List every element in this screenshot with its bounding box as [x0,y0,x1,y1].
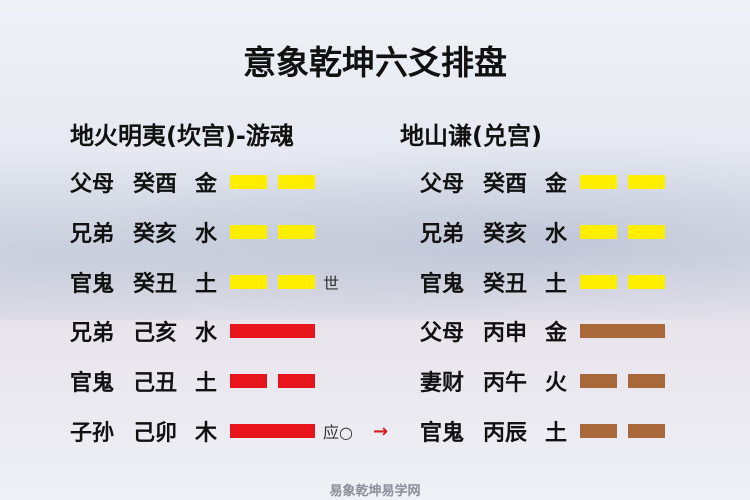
six-relation: 官鬼 [420,421,465,446]
shi-ying-marker: 应○ [323,423,353,442]
ganzhi: 己卯 [133,421,178,446]
yin-line-segment [230,275,267,289]
yin-line-segment [628,424,665,438]
left-hexagram-heading: 地火明夷(坎宫)-游魂 [70,122,294,150]
yao-row: 官鬼 丙辰土 [420,416,750,446]
five-element: 土 [545,272,568,297]
yin-line-segment [580,275,617,289]
yao-row: 官鬼 己丑土 [70,366,400,396]
yao-row: 父母 癸酉金 [420,167,750,197]
five-element: 水 [195,222,218,247]
yin-line-segment [580,225,617,239]
yang-line-segment [230,324,315,338]
six-relation: 父母 [420,321,465,346]
yin-line-segment [628,374,665,388]
yao-row: 子孙 己卯木 应○ → [70,416,400,447]
six-relation: 妻财 [420,371,465,396]
six-relation: 兄弟 [70,222,115,247]
five-element: 土 [545,421,568,446]
yao-row: 父母 丙申金 [420,316,750,346]
ganzhi: 己丑 [133,371,178,396]
ganzhi: 癸亥 [133,222,178,247]
six-relation: 兄弟 [70,321,115,346]
yin-line-segment [580,374,617,388]
yin-line-segment [230,175,267,189]
yin-line-segment [278,374,315,388]
six-relation: 官鬼 [70,371,115,396]
ganzhi: 癸丑 [483,272,528,297]
yin-line-segment [230,374,267,388]
background-landscape [0,120,750,320]
yao-row: 兄弟 癸亥水 [420,217,750,247]
yin-line-segment [628,225,665,239]
right-hexagram-heading: 地山谦(兑宫) [400,122,542,150]
five-element: 土 [195,272,218,297]
six-relation: 兄弟 [420,222,465,247]
yin-line-segment [278,225,315,239]
yao-row: 兄弟 己亥水 [70,316,400,346]
ganzhi: 癸酉 [483,172,528,197]
six-relation: 官鬼 [70,272,115,297]
five-element: 金 [195,172,218,197]
yao-row: 父母 癸酉金 [70,167,400,197]
five-element: 木 [195,421,218,446]
yin-line-segment [230,225,267,239]
yao-row: 官鬼 癸丑土 世 [70,267,400,297]
ganzhi: 丙申 [483,321,528,346]
yang-line-segment [230,424,315,438]
ganzhi: 癸丑 [133,272,178,297]
yin-line-segment [628,175,665,189]
five-element: 水 [545,222,568,247]
ganzhi: 丙午 [483,371,528,396]
yao-row: 官鬼 癸丑土 [420,267,750,297]
yin-line-segment [628,275,665,289]
five-element: 金 [545,172,568,197]
watermark: 易象乾坤易学网 [329,484,421,499]
yin-line-segment [278,175,315,189]
yang-line-segment [580,324,665,338]
ganzhi: 癸亥 [483,222,528,247]
six-relation: 子孙 [70,421,115,446]
five-element: 水 [195,321,218,346]
yin-line-segment [580,424,617,438]
shi-ying-marker: 世 [323,274,340,293]
ganzhi: 癸酉 [133,172,178,197]
arrow-icon: → [373,420,389,442]
yin-line-segment [580,175,617,189]
five-element: 土 [195,371,218,396]
page-title: 意象乾坤六爻排盘 [243,43,507,82]
six-relation: 父母 [70,172,115,197]
six-relation: 官鬼 [420,272,465,297]
six-relation: 父母 [420,172,465,197]
ganzhi: 丙辰 [483,421,528,446]
ganzhi: 己亥 [133,321,178,346]
yao-row: 兄弟 癸亥水 [70,217,400,247]
five-element: 金 [545,321,568,346]
yao-row: 妻财 丙午火 [420,366,750,396]
five-element: 火 [545,371,568,396]
yin-line-segment [278,275,315,289]
